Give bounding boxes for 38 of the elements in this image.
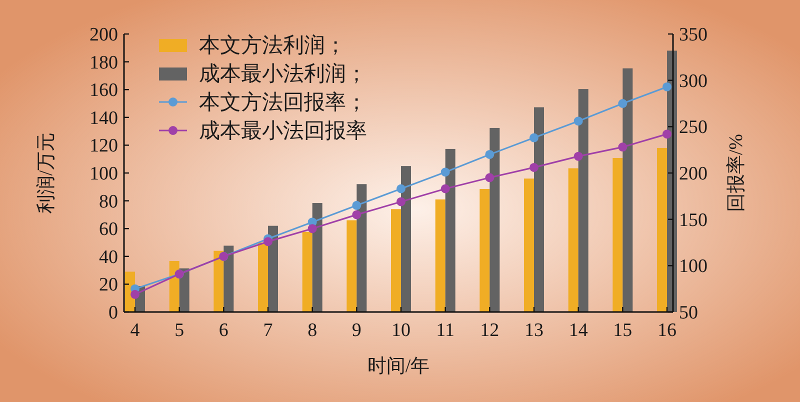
y-tick-label: 180 [90, 52, 118, 74]
y-tick-label: 120 [90, 136, 118, 157]
y2-tick-label: 250 [679, 117, 708, 138]
x-tick-label: 6 [218, 320, 228, 341]
y2-tick-label: 50 [679, 302, 698, 324]
y-axis-title: 利润/万元 [35, 132, 57, 214]
x-tick-label: 5 [174, 320, 184, 341]
y-tick-label: 80 [99, 191, 118, 212]
legend-label: 成本最小法利润； [199, 62, 367, 86]
legend-label: 成本最小法回报率 [199, 118, 367, 142]
y-tick-label: 40 [99, 246, 118, 268]
x-tick-label: 16 [658, 320, 676, 341]
x-tick-label: 11 [436, 320, 454, 341]
x-tick-label: 4 [130, 320, 140, 341]
y-tick-label: 20 [99, 274, 118, 296]
y2-tick-label: 150 [679, 210, 708, 231]
y2-axis-title: 回报率/% [725, 134, 747, 212]
x-axis-title: 时间/年 [367, 356, 430, 377]
legend-label: 本文方法利润； [199, 33, 346, 57]
y-tick-label: 140 [90, 108, 118, 129]
y-tick-label: 200 [90, 24, 118, 46]
y2-tick-label: 300 [679, 70, 708, 92]
x-tick-label: 9 [352, 320, 362, 341]
x-tick-label: 8 [308, 320, 318, 341]
x-tick-label: 7 [263, 320, 273, 341]
x-tick-label: 14 [568, 320, 588, 341]
y-tick-label: 0 [108, 302, 118, 324]
y2-tick-label: 100 [679, 256, 708, 278]
y-tick-label: 100 [90, 164, 118, 184]
y-tick-label: 160 [90, 80, 118, 102]
x-tick-label: 15 [613, 320, 632, 341]
x-tick-label: 13 [524, 320, 544, 341]
y-tick-label: 60 [99, 219, 118, 240]
y2-tick-label: 200 [679, 164, 708, 184]
x-tick-label: 12 [480, 320, 500, 341]
x-tick-label: 10 [392, 320, 410, 341]
y2-tick-label: 350 [679, 24, 708, 46]
legend-label: 本文方法回报率； [199, 90, 367, 114]
